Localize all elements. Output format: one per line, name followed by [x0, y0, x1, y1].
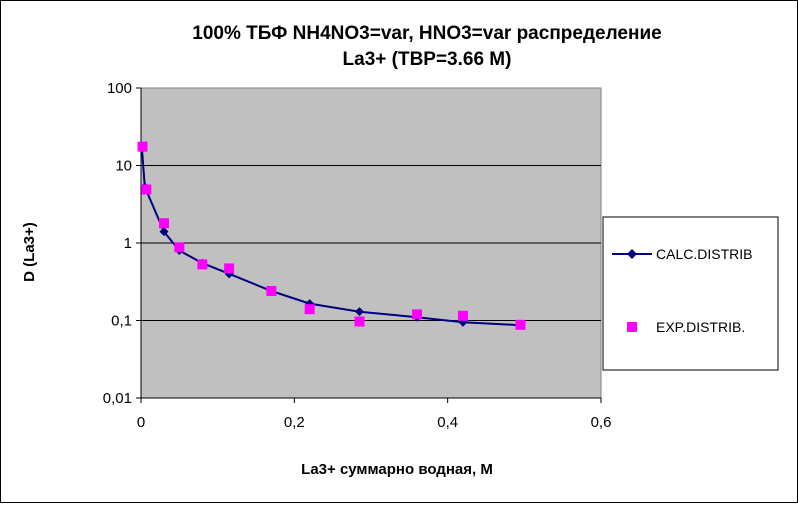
- x-axis-ticks: 0 0,2 0,4 0,6: [137, 397, 612, 431]
- data-point: [159, 218, 169, 229]
- legend-exp-label: EXP.DISTRIB.: [656, 319, 745, 335]
- y-axis-ticks: 100 10 1 0,1 0,01: [103, 80, 142, 407]
- data-point: [141, 184, 152, 195]
- y-tick-label: 0,01: [103, 390, 132, 407]
- y-tick-label: 1: [124, 235, 132, 252]
- y-tick-label: 100: [107, 80, 132, 97]
- x-tick-label: 0: [137, 414, 145, 431]
- data-point: [266, 286, 277, 297]
- y-tick-label: 0,1: [111, 313, 132, 330]
- data-point: [458, 310, 468, 321]
- data-point: [174, 242, 185, 253]
- legend: CALC.DISTRIB EXP.DISTRIB.: [602, 216, 779, 371]
- chart-title-line1: 100% ТБФ NH4NO3=var, HNO3=var распределе…: [192, 23, 661, 44]
- series-layer: [137, 141, 526, 330]
- data-point: [354, 316, 365, 327]
- legend-calc-label: CALC.DISTRIB: [656, 246, 752, 262]
- data-point: [515, 319, 526, 330]
- data-point: [159, 227, 169, 237]
- x-axis-title: La3+ суммарно водная, М: [301, 461, 493, 478]
- x-tick-label: 0,2: [284, 414, 305, 431]
- data-point: [197, 259, 208, 270]
- x-tick-label: 0,6: [591, 414, 612, 431]
- data-point: [355, 307, 364, 317]
- series-exp-distrib: [137, 141, 526, 330]
- legend-exp-marker: [627, 322, 637, 332]
- x-tick-label: 0,4: [437, 414, 458, 431]
- data-point: [304, 304, 315, 315]
- legend-box: [602, 216, 779, 371]
- legend-calc-marker: [627, 249, 637, 259]
- y-axis-title: D (La3+): [21, 222, 38, 282]
- data-point: [137, 141, 148, 152]
- data-point: [224, 263, 235, 274]
- y-tick-label: 10: [115, 158, 132, 175]
- chart-title-line2: La3+ (TBP=3.66 M): [343, 49, 512, 70]
- data-point: [412, 309, 422, 320]
